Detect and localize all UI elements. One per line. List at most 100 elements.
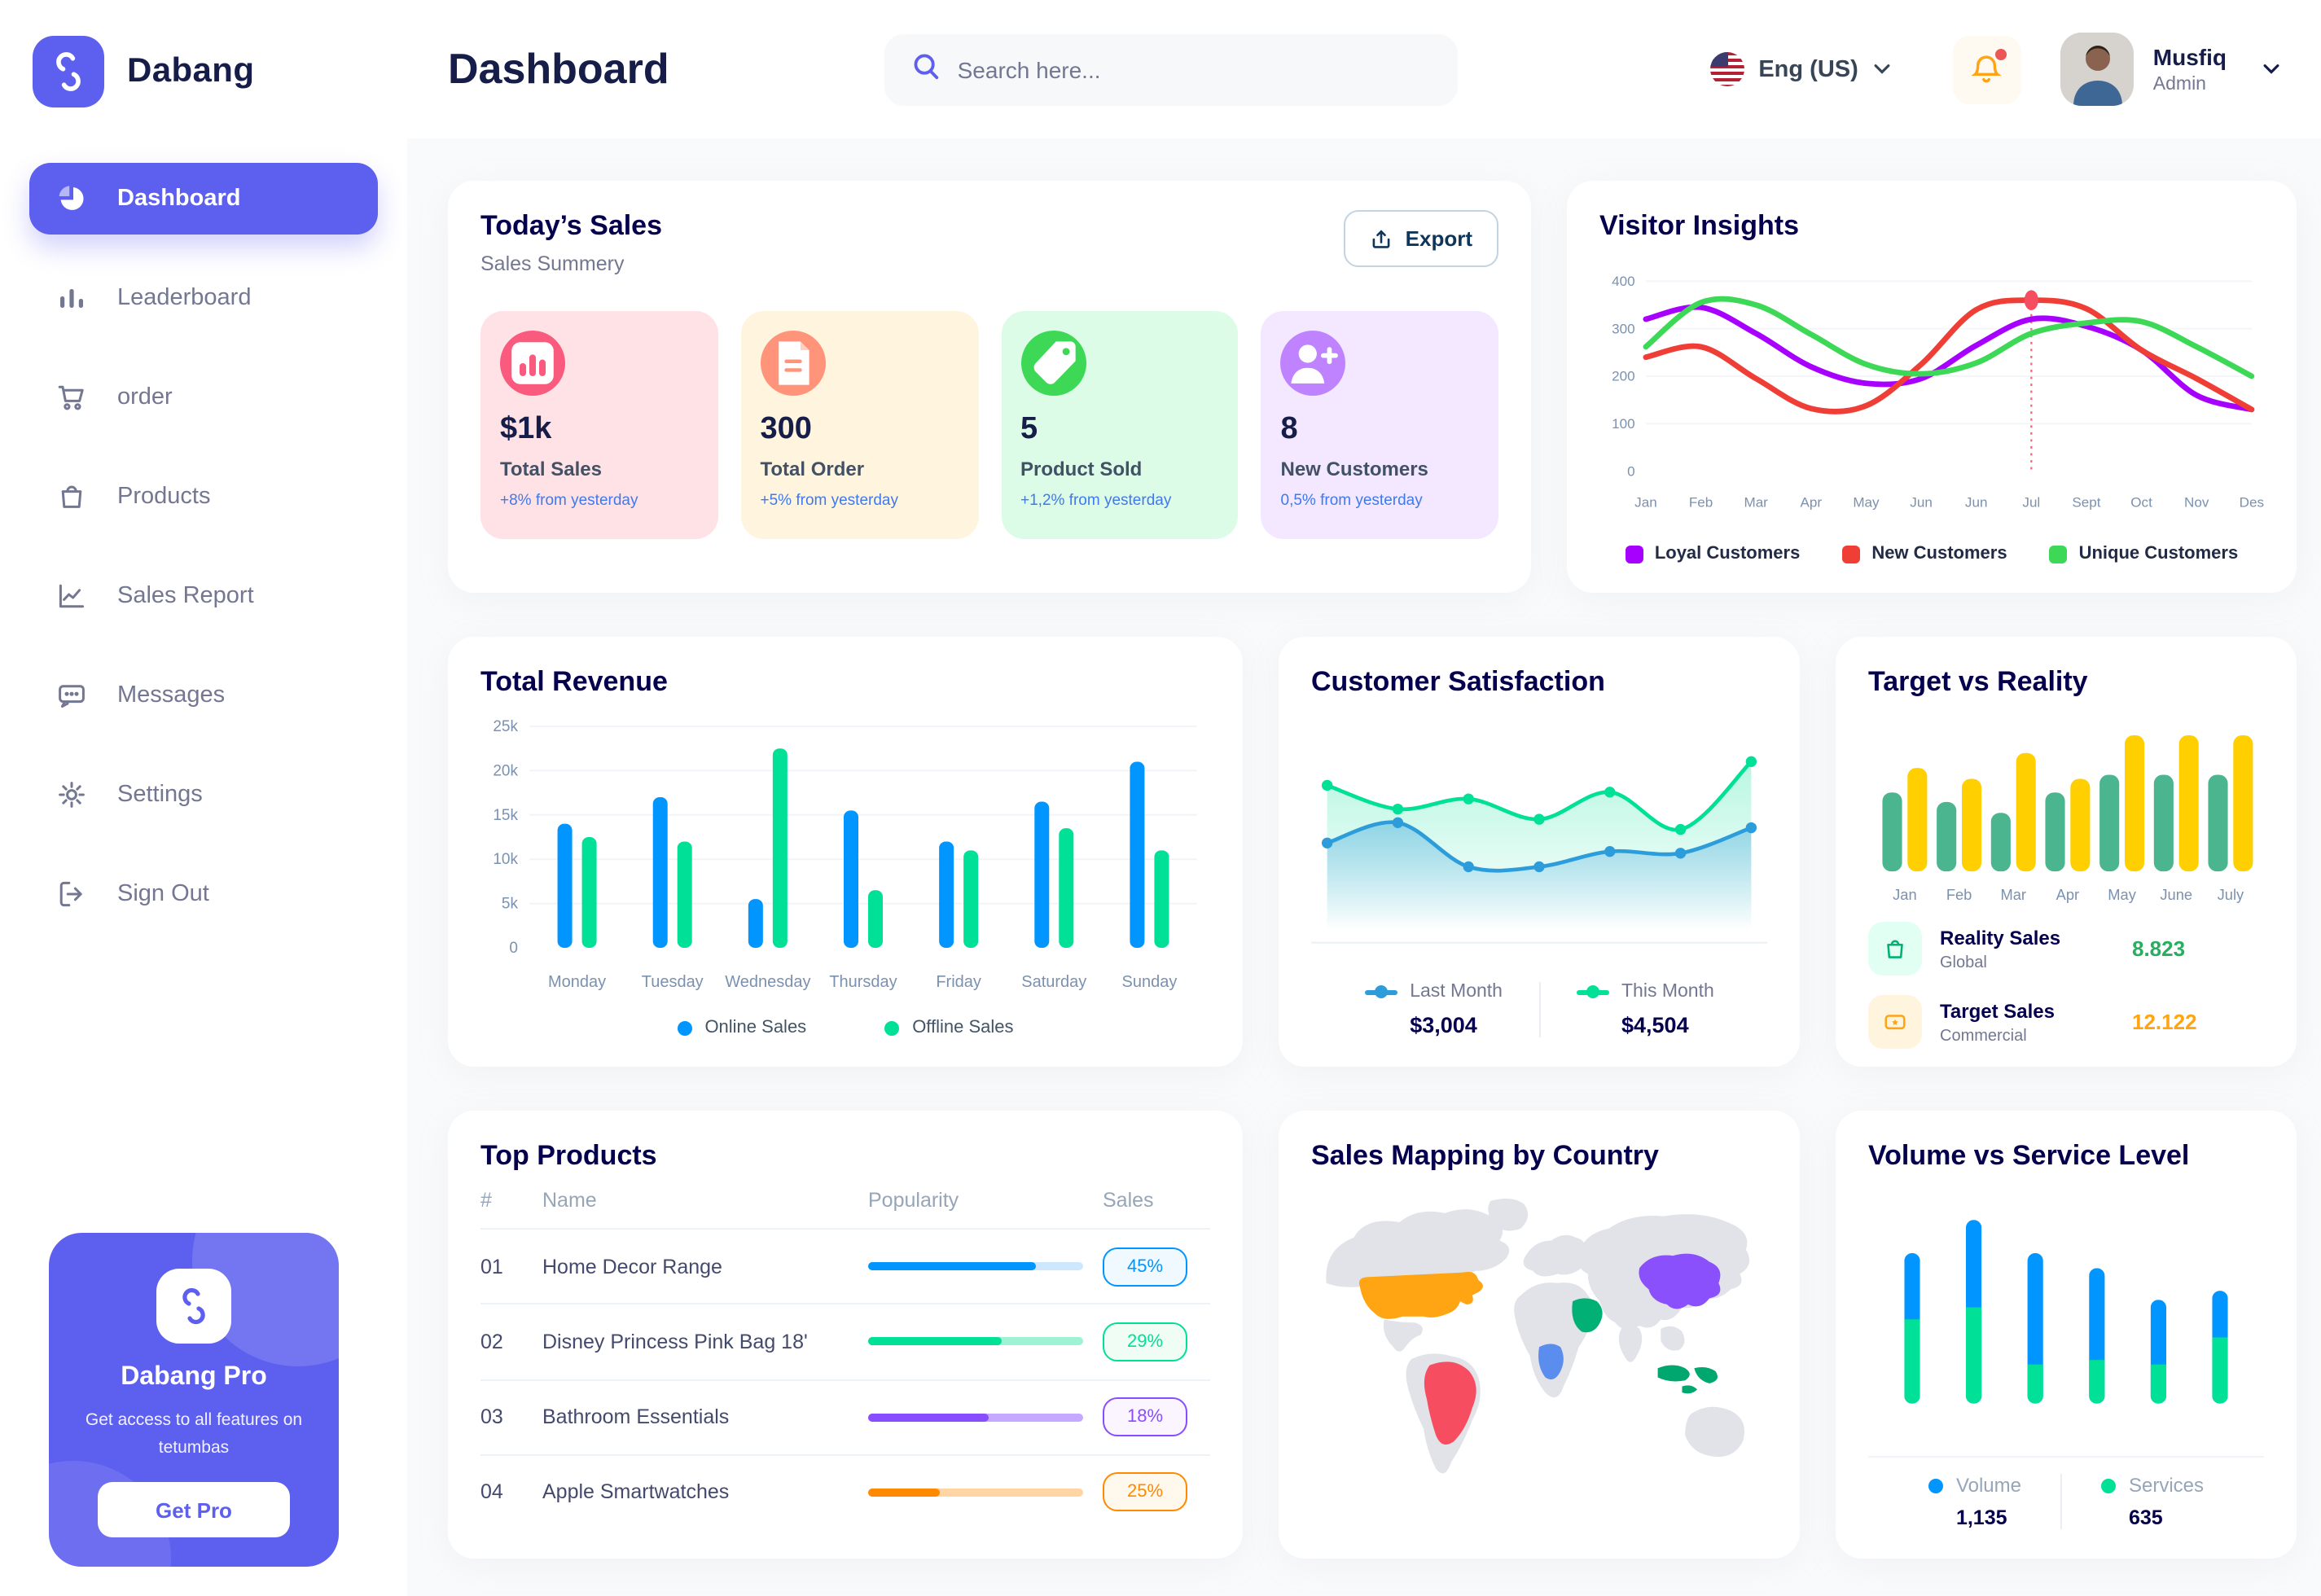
sidebar-item-label: Sign Out xyxy=(117,881,209,907)
sidebar-item-products[interactable]: Products xyxy=(29,461,378,533)
country-indonesia xyxy=(1694,1367,1718,1383)
language-selector[interactable]: Eng (US) xyxy=(1709,52,1890,86)
cart-icon xyxy=(55,381,88,414)
todays-sales-subtitle: Sales Summery xyxy=(480,252,625,275)
sales-mapping-title: Sales Mapping by Country xyxy=(1311,1140,1659,1171)
search-input[interactable] xyxy=(957,56,1432,82)
country-dr-congo xyxy=(1538,1344,1564,1379)
sidebar-item-sales-report[interactable]: Sales Report xyxy=(29,560,378,632)
export-button[interactable]: Export xyxy=(1343,210,1498,267)
sales-mapping-card: Sales Mapping by Country xyxy=(1279,1111,1800,1559)
svg-text:Tuesday: Tuesday xyxy=(642,973,704,991)
svg-text:Jan: Jan xyxy=(1634,494,1657,510)
product-name: Home Decor Range xyxy=(542,1255,722,1278)
dashboard-content: Today’s Sales Sales Summery Export $1k To… xyxy=(407,138,2321,1596)
sidebar-item-dashboard[interactable]: Dashboard xyxy=(29,163,378,235)
sidebar: Dabang Dashboard Leaderboard order Products… xyxy=(0,0,407,1596)
row-3: Top Products # Name Popularity Sales 01 Home … xyxy=(448,1111,2297,1559)
stat-tag-icon xyxy=(1020,331,1086,396)
visitor-insights-legend: Loyal Customers New Customers Unique Custo… xyxy=(1599,544,2264,563)
legend-item: Loyal Customers xyxy=(1625,544,1800,563)
stat-chart-icon xyxy=(500,331,565,396)
get-pro-button[interactable]: Get Pro xyxy=(98,1482,290,1537)
sidebar-item-settings[interactable]: Settings xyxy=(29,759,378,831)
stat-cards: $1k Total Sales +8% from yesterday 300 Total… xyxy=(480,311,1498,539)
svg-text:100: 100 xyxy=(1612,416,1634,432)
total-revenue-legend: Online Sales Offline Sales xyxy=(480,1018,1210,1037)
dabang-logo-icon xyxy=(33,36,104,107)
search-box[interactable] xyxy=(884,33,1458,105)
svg-text:0: 0 xyxy=(509,940,518,957)
top-products-title: Top Products xyxy=(480,1140,657,1171)
sales-badge: 45% xyxy=(1103,1247,1187,1287)
total-revenue-card: Total Revenue 0 5k 10k 15k 20k 25k Monday Tuesd… xyxy=(448,637,1243,1067)
stat-label: New Customers xyxy=(1280,458,1428,480)
sidebar-item-messages[interactable]: Messages xyxy=(29,660,378,731)
legend-item: Services 635 xyxy=(2060,1474,2243,1529)
country-indonesia xyxy=(1657,1365,1690,1382)
svg-text:Oct: Oct xyxy=(2130,494,2152,510)
bag-icon xyxy=(55,480,88,513)
sidebar-item-order[interactable]: order xyxy=(29,362,378,433)
sidebar-item-label: Settings xyxy=(117,782,203,808)
export-icon xyxy=(1372,229,1390,248)
ticket-orange-icon xyxy=(1868,995,1922,1050)
svg-text:Jul: Jul xyxy=(2022,494,2040,510)
leaderboard-icon xyxy=(55,282,88,314)
sidebar-item-leaderboard[interactable]: Leaderboard xyxy=(29,262,378,334)
bell-icon xyxy=(1972,55,2003,83)
notifications-button[interactable] xyxy=(1952,35,2021,103)
notification-dot xyxy=(1994,48,2007,59)
language-label: Eng (US) xyxy=(1758,56,1858,82)
legend-item: Offline Sales xyxy=(884,1018,1014,1037)
pro-title: Dabang Pro xyxy=(121,1363,267,1392)
world-map xyxy=(1311,1189,1767,1501)
dashboard-icon xyxy=(55,182,88,215)
stat-delta: +1,2% from yesterday xyxy=(1020,492,1172,510)
sidebar-item-label: Sales Report xyxy=(117,583,254,609)
product-name: Bathroom Essentials xyxy=(542,1405,730,1429)
legend-item: This Month $4,504 xyxy=(1538,982,1750,1037)
stat-delta: +5% from yesterday xyxy=(760,492,899,510)
customer-satisfaction-chart xyxy=(1311,699,1767,972)
volume-vs-service-card: Volume vs Service Level Volume 1,135 Servi… xyxy=(1836,1111,2297,1559)
svg-text:20k: 20k xyxy=(493,762,518,779)
svg-text:Wednesday: Wednesday xyxy=(725,973,810,991)
table-row: 01 Home Decor Range 45% xyxy=(480,1230,1210,1305)
sidebar-item-label: order xyxy=(117,384,173,410)
svg-text:10k: 10k xyxy=(493,851,518,868)
svg-text:200: 200 xyxy=(1612,369,1634,384)
country-china xyxy=(1639,1253,1721,1309)
visitor-insights-chart: 0 100 200 300 400 Jan Feb Mar Apr May Jun Jun Jul Sep… xyxy=(1599,243,2264,541)
stat-user-plus-icon xyxy=(1280,331,1346,396)
svg-text:Mar: Mar xyxy=(1744,494,1768,510)
todays-sales-card: Today’s Sales Sales Summery Export $1k To… xyxy=(448,181,1531,593)
svg-text:400: 400 xyxy=(1612,274,1634,289)
sidebar-item-sign-out[interactable]: Sign Out xyxy=(29,858,378,930)
product-rank: 01 xyxy=(480,1255,503,1278)
legend-item: Unique Customers xyxy=(2049,544,2238,563)
svg-text:300: 300 xyxy=(1612,321,1634,336)
sidebar-nav: Dashboard Leaderboard order Products Sales R… xyxy=(0,163,407,930)
sales-badge: 25% xyxy=(1103,1472,1187,1512)
chevron-down-icon xyxy=(1874,64,1890,74)
total-revenue-chart: 0 5k 10k 15k 20k 25k Monday Tuesday Wednesday Thu… xyxy=(480,699,1210,1011)
stat-value: $1k xyxy=(500,412,552,446)
svg-text:5k: 5k xyxy=(502,896,519,913)
svg-text:June: June xyxy=(2160,886,2192,903)
user-menu[interactable]: Musfiq Admin xyxy=(2060,33,2280,106)
main-column: Dashboard Eng (US) xyxy=(407,0,2321,1596)
legend-item: Reality Sales Global 8.823 xyxy=(1868,922,2264,976)
svg-text:Mar: Mar xyxy=(2001,886,2027,903)
svg-text:15k: 15k xyxy=(493,807,518,824)
visitor-insights-card: Visitor Insights 0 100 200 300 400 Jan Feb Mar A… xyxy=(1567,181,2297,593)
stat-delta: 0,5% from yesterday xyxy=(1280,492,1423,510)
product-rank: 04 xyxy=(480,1480,503,1504)
customer-satisfaction-title: Customer Satisfaction xyxy=(1311,666,1605,697)
svg-text:Sept: Sept xyxy=(2072,494,2100,510)
svg-text:0: 0 xyxy=(1627,463,1635,479)
stat-label: Total Order xyxy=(760,458,865,480)
total-revenue-title: Total Revenue xyxy=(480,666,668,697)
user-info: Musfiq Admin xyxy=(2153,44,2227,94)
sign-out-icon xyxy=(55,878,88,910)
